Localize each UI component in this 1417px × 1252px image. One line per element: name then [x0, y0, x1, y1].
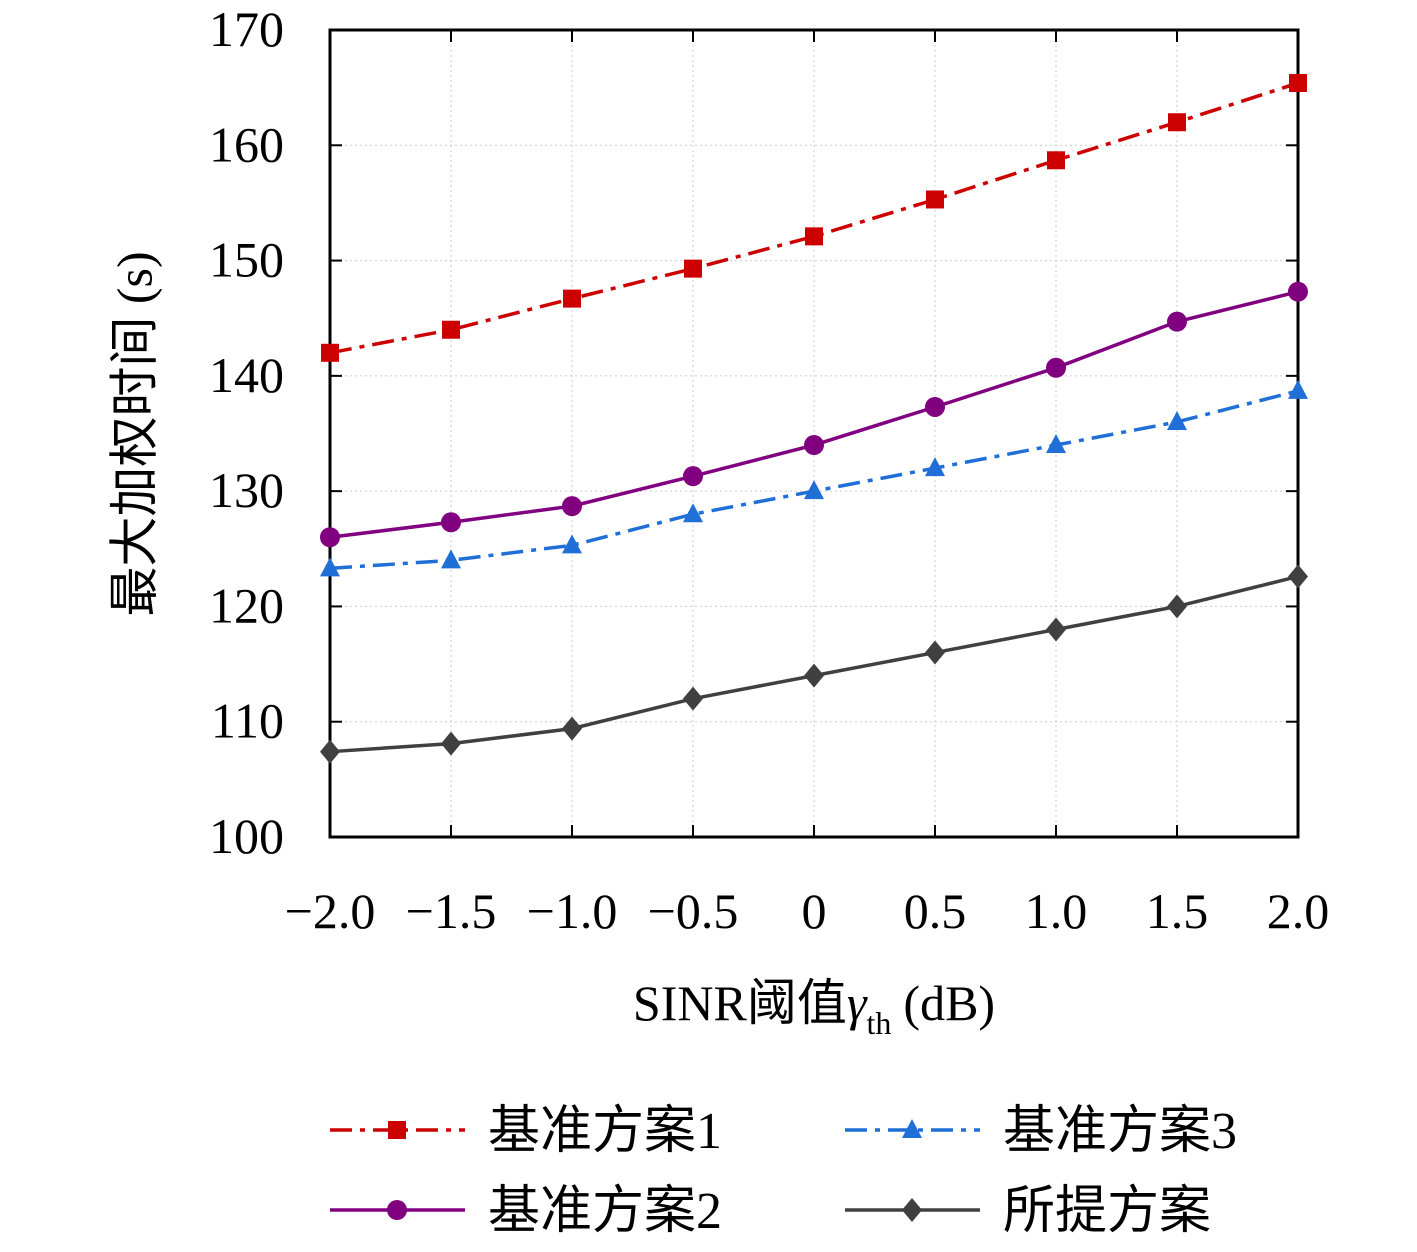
x-axis-title: SINR阈值γth (dB) [633, 975, 995, 1041]
x-tick-label: 0 [802, 883, 827, 939]
marker [902, 1198, 922, 1222]
x-title-symbol: γ [847, 975, 868, 1031]
marker [562, 716, 582, 741]
y-tick-label: 110 [211, 693, 284, 749]
marker [925, 457, 945, 477]
marker [925, 396, 945, 417]
y-tick-label: 130 [209, 462, 284, 518]
y-tick-label: 150 [209, 232, 284, 288]
marker [563, 289, 581, 308]
y-tick-label: 100 [209, 808, 284, 864]
x-tick-label: 1.0 [1025, 883, 1088, 939]
marker [388, 1121, 406, 1139]
y-tick-label: 160 [209, 116, 284, 172]
marker [925, 640, 945, 665]
y-axis-title: 最大加权时间 (s) [106, 251, 162, 616]
x-title-sub: th [867, 1005, 892, 1041]
marker [1047, 151, 1065, 170]
x-tick-label: −1.5 [406, 883, 497, 939]
marker [321, 343, 339, 362]
y-tick-label: 120 [209, 577, 284, 633]
marker [902, 1119, 922, 1138]
marker [1046, 617, 1066, 642]
marker [926, 190, 944, 209]
series-line [329, 81, 1299, 355]
marker [804, 663, 824, 688]
y-tick-label: 140 [209, 347, 284, 403]
marker [1168, 113, 1186, 132]
x-title-unit: (dB) [903, 975, 995, 1031]
x-tick-label: 0.5 [904, 883, 967, 939]
marker [441, 731, 461, 756]
marker [804, 480, 824, 500]
marker [1288, 281, 1308, 302]
marker [1046, 357, 1066, 378]
marker [320, 557, 340, 577]
x-tick-label: 2.0 [1267, 883, 1330, 939]
legend-label: 基准方案2 [488, 1183, 722, 1240]
marker [441, 512, 461, 533]
x-tick-label: −2.0 [285, 883, 376, 939]
marker [683, 503, 703, 523]
marker [320, 527, 340, 548]
legend-label: 基准方案1 [488, 1103, 722, 1160]
plot-frame [328, 28, 1300, 839]
marker [1167, 410, 1187, 430]
marker [804, 435, 824, 456]
marker [442, 320, 460, 339]
marker [1289, 74, 1307, 93]
marker [1167, 594, 1187, 619]
x-title-main: SINR阈值 [633, 975, 847, 1031]
y-tick-label: 170 [209, 1, 284, 57]
x-tick-label: −1.0 [527, 883, 618, 939]
marker [387, 1200, 407, 1220]
marker [1288, 564, 1308, 589]
marker [683, 686, 703, 711]
legend-label: 基准方案3 [1003, 1103, 1237, 1160]
marker [805, 227, 823, 246]
marker [1046, 434, 1066, 454]
marker [562, 534, 582, 554]
x-tick-label: 1.5 [1146, 883, 1209, 939]
x-tick-label: −0.5 [648, 883, 739, 939]
marker [562, 496, 582, 517]
marker [1288, 379, 1308, 399]
marker [1167, 311, 1187, 332]
legend-label: 所提方案 [1003, 1183, 1211, 1240]
marker [684, 259, 702, 278]
marker [441, 549, 461, 569]
marker [320, 739, 340, 764]
marker [683, 466, 703, 487]
